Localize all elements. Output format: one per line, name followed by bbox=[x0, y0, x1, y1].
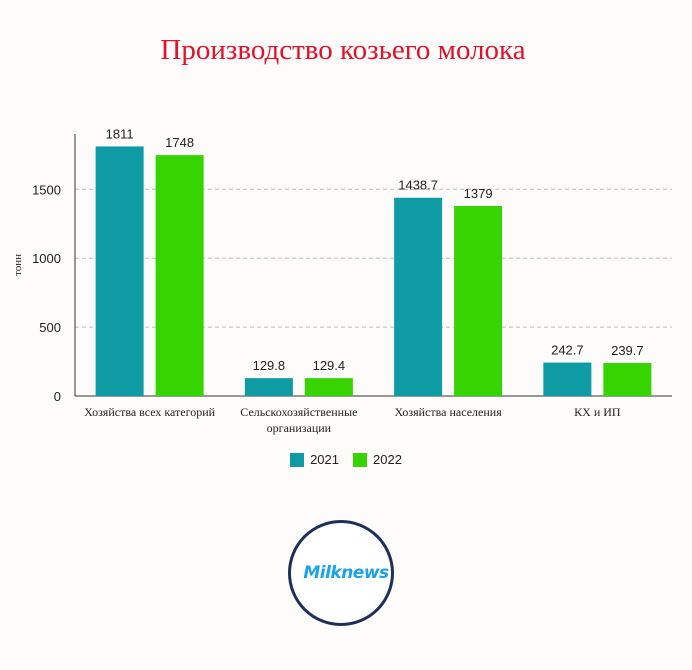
data-label-2021-0: 1811 bbox=[106, 126, 134, 141]
data-label-2021-3: 242.7 bbox=[551, 343, 584, 358]
y-tick-label-1500: 1500 bbox=[32, 182, 61, 197]
bar-2021-3 bbox=[543, 362, 592, 396]
bar-2022-0 bbox=[155, 155, 204, 396]
logo-text: Milknews bbox=[303, 563, 389, 583]
data-label-2021-2: 1438.7 bbox=[398, 178, 438, 193]
data-label-2022-3: 239.7 bbox=[611, 343, 644, 358]
bar-2022-3 bbox=[603, 362, 652, 396]
legend-label-2022: 2022 bbox=[373, 452, 402, 467]
category-label-1-line1: организации bbox=[267, 421, 332, 435]
category-label-2: Хозяйства населения bbox=[395, 405, 503, 419]
legend-swatch-2021 bbox=[290, 452, 305, 467]
data-label-2022-2: 1379 bbox=[464, 186, 493, 201]
bar-2022-2 bbox=[454, 205, 503, 396]
legend-swatch-2022 bbox=[353, 452, 367, 467]
y-tick-label-1000: 1000 bbox=[32, 251, 61, 266]
milknews-logo: Milknews bbox=[288, 520, 394, 626]
y-axis-label: тонн bbox=[12, 254, 24, 276]
category-label-1: Сельскохозяйственные bbox=[240, 405, 357, 419]
bar-2021-0 bbox=[95, 146, 144, 396]
category-label-0: Хозяйства всех категорий bbox=[84, 405, 216, 419]
data-label-2022-0: 1748 bbox=[165, 135, 194, 150]
bar-2021-2 bbox=[394, 197, 443, 396]
bar-2022-1 bbox=[304, 378, 353, 396]
bar-2021-1 bbox=[244, 378, 293, 396]
legend-item-2022[interactable]: 2022 bbox=[353, 452, 402, 467]
data-label-2021-1: 129.8 bbox=[253, 358, 286, 373]
category-label-3: КХ и ИП bbox=[574, 405, 621, 419]
legend-label-2021: 2021 bbox=[310, 452, 339, 467]
chart-title: Производство козьего молока bbox=[160, 34, 526, 66]
y-tick-label-0: 0 bbox=[54, 389, 61, 404]
legend: 2021 2022 bbox=[0, 452, 692, 467]
bar-chart: 0 500 1000 1500 тонн 1811 1748 Хозяйства всех к… bbox=[12, 126, 672, 435]
data-label-2022-1: 129.4 bbox=[313, 358, 346, 373]
legend-item-2021[interactable]: 2021 bbox=[290, 452, 339, 467]
y-tick-label-500: 500 bbox=[39, 320, 61, 335]
